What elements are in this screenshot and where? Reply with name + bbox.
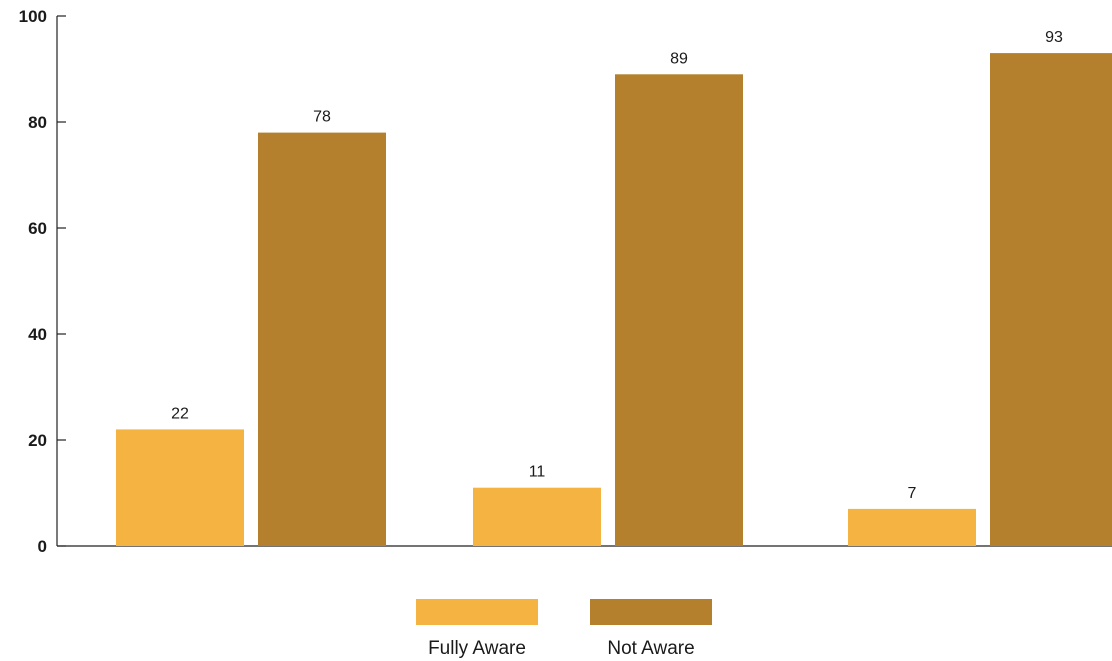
legend-label: Fully Aware [428, 638, 526, 659]
y-tick-label: 20 [28, 431, 47, 450]
y-tick-label: 0 [38, 537, 47, 556]
bar [116, 429, 244, 546]
bar [258, 132, 386, 546]
bar [848, 508, 976, 546]
data-label: 11 [529, 464, 546, 481]
legend-swatch [416, 599, 538, 625]
y-tick-label: 60 [28, 219, 47, 238]
bars-layer: 22 11 7 78 89 93 [116, 29, 1112, 547]
y-tick-label: 100 [19, 7, 47, 26]
bar [990, 53, 1112, 546]
bar [473, 487, 601, 546]
y-tick-label: 40 [28, 325, 47, 344]
bar [615, 74, 743, 547]
data-label: 93 [1045, 29, 1063, 46]
data-label: 7 [908, 485, 917, 502]
data-label: 89 [670, 50, 688, 67]
legend: Fully Aware Not Aware [416, 599, 712, 659]
y-tick-label: 80 [28, 113, 47, 132]
data-label: 22 [171, 405, 189, 422]
legend-label: Not Aware [607, 638, 694, 659]
data-label: 78 [313, 109, 331, 126]
legend-swatch [590, 599, 712, 625]
y-axis: 0 20 40 60 80 100 [19, 7, 66, 556]
